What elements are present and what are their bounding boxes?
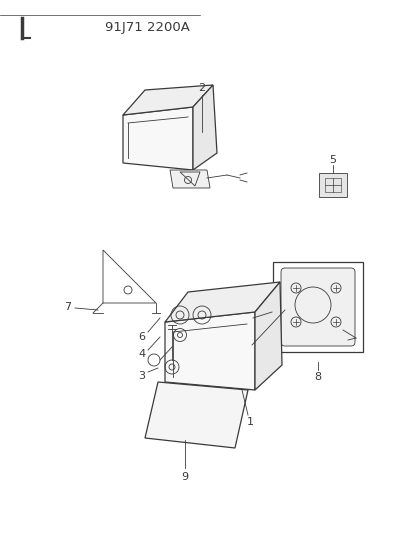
Text: 6: 6 [139, 332, 145, 342]
Bar [325, 178, 341, 192]
Text: 8: 8 [314, 372, 322, 382]
FancyBboxPatch shape [281, 268, 355, 346]
Polygon shape [123, 85, 213, 115]
Polygon shape [123, 107, 193, 170]
Polygon shape [170, 170, 210, 188]
Text: 2: 2 [198, 83, 206, 93]
Bar [273, 262, 363, 352]
Text: 1: 1 [247, 417, 254, 427]
Polygon shape [193, 85, 217, 170]
Text: 7: 7 [64, 302, 72, 312]
Text: 9: 9 [181, 472, 189, 482]
Polygon shape [145, 382, 248, 448]
Text: 91J71 2200A: 91J71 2200A [105, 21, 190, 35]
Text: 3: 3 [139, 371, 145, 381]
Bar [319, 173, 347, 197]
Polygon shape [255, 282, 282, 390]
Polygon shape [165, 312, 255, 390]
Text: 5: 5 [330, 155, 337, 165]
Text: 4: 4 [139, 349, 145, 359]
Polygon shape [165, 282, 280, 322]
